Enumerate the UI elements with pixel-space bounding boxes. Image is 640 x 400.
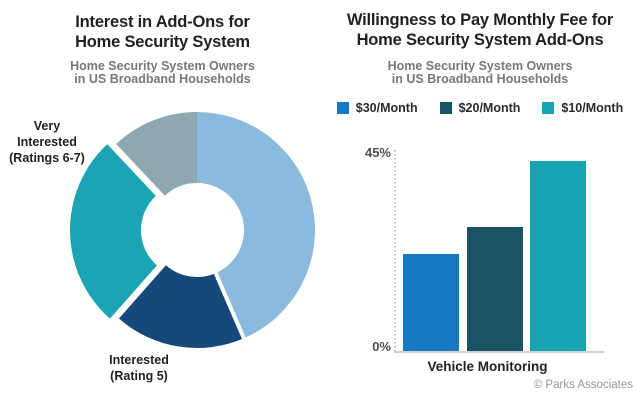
copyright: © Parks Associates bbox=[533, 379, 633, 391]
left-chart-subtitle-line2: in US Broadband Households bbox=[74, 72, 251, 86]
label-interested-line2: (Rating 5) bbox=[110, 369, 168, 383]
donut-slice-1-interested bbox=[118, 265, 244, 348]
label-very-interested: Very Interested (Ratings 6-7) bbox=[0, 118, 94, 166]
legend-label-10-month: $10/Month bbox=[561, 101, 624, 115]
bar-30-month bbox=[403, 254, 459, 351]
left-chart-title-line1: Interest in Add-Ons for bbox=[75, 13, 250, 31]
legend-label-20-month: $20/Month bbox=[458, 101, 521, 115]
right-panel: Willingness to Pay Monthly Fee for Home … bbox=[320, 0, 640, 400]
left-chart-subtitle: Home Security System Owners in US Broadb… bbox=[20, 60, 305, 86]
legend-item-10-month: $10/Month bbox=[542, 101, 623, 115]
legend-label-30-month: $30/Month bbox=[355, 101, 418, 115]
label-very-interested-line2: Interested bbox=[17, 135, 77, 149]
y-axis-label-45: 45% bbox=[364, 145, 391, 160]
left-chart-title: Interest in Add-Ons for Home Security Sy… bbox=[20, 12, 305, 52]
left-panel: Interest in Add-Ons for Home Security Sy… bbox=[0, 12, 315, 384]
right-chart-title: Willingness to Pay Monthly Fee for Home … bbox=[320, 10, 640, 50]
left-chart-title-line2: Home Security System bbox=[75, 33, 250, 51]
label-very-interested-line1: Very bbox=[33, 119, 61, 133]
right-chart-subtitle: Home Security System Owners in US Broadb… bbox=[320, 60, 640, 86]
legend-swatch-20-month bbox=[439, 102, 452, 114]
right-chart-title-line1: Willingness to Pay Monthly Fee for bbox=[346, 11, 614, 29]
x-axis-category-label: Vehicle Monitoring bbox=[427, 359, 548, 374]
bar-20-month bbox=[467, 227, 523, 351]
legend-swatch-10-month bbox=[542, 102, 555, 114]
donut-slice-separator bbox=[212, 269, 247, 341]
legend-item-20-month: $20/Month bbox=[439, 101, 521, 115]
legend-item-30-month: $30/Month bbox=[336, 101, 418, 115]
label-interested: Interested (Rating 5) bbox=[88, 352, 190, 384]
donut-chart bbox=[70, 112, 315, 348]
donut-slice-2-very bbox=[70, 144, 157, 319]
legend-swatch-30-month bbox=[336, 102, 349, 114]
right-chart-subtitle-line1: Home Security System Owners bbox=[387, 59, 573, 73]
bar-plot bbox=[395, 152, 603, 351]
label-very-interested-line3: (Ratings 6-7) bbox=[9, 151, 85, 165]
label-interested-line1: Interested bbox=[109, 353, 169, 367]
left-chart-subtitle-line1: Home Security System Owners bbox=[70, 59, 255, 73]
right-chart-title-line2: Home Security System Add-Ons bbox=[356, 31, 604, 49]
x-axis-line bbox=[394, 351, 604, 353]
donut-slice-0 bbox=[197, 112, 315, 339]
bar-10-month bbox=[530, 161, 586, 351]
right-chart-subtitle-line2: in US Broadband Households bbox=[391, 72, 569, 86]
y-axis-label-0: 0% bbox=[372, 339, 391, 354]
bar-chart-legend: $30/Month $20/Month $10/Month bbox=[320, 101, 640, 115]
donut-slice-3 bbox=[116, 112, 197, 196]
y-axis-dotted-line bbox=[394, 150, 396, 352]
